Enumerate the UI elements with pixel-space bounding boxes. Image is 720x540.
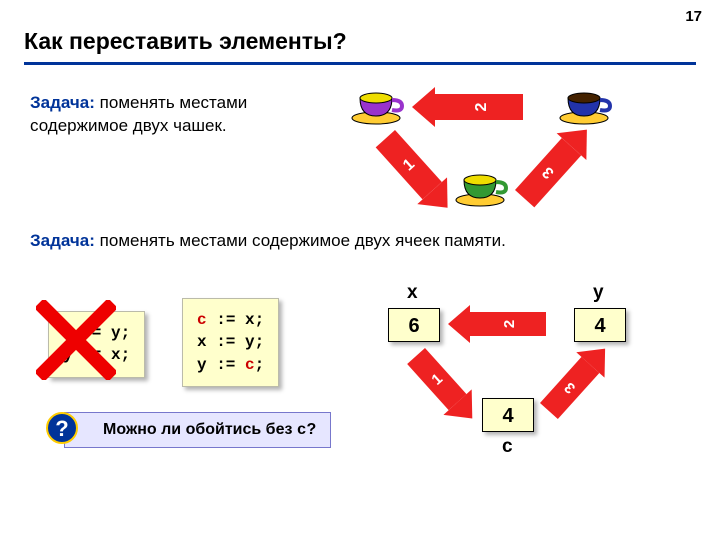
task1-label: Задача: [30,93,95,112]
page-title: Как переставить элементы? [24,28,347,55]
cup-arrows: 2 1 3 [340,80,630,220]
title-underline [24,62,696,65]
task2-label: Задача: [30,231,95,250]
question-box: Можно ли обойтись без c? [64,412,331,448]
cell-arrows: 2 1 3 [380,300,650,440]
task2-body: поменять местами содержимое двух ячеек п… [100,231,506,250]
task2-text: Задача: поменять местами содержимое двух… [30,230,590,253]
code-correct-l1: c := x; [197,309,264,331]
question-mark-icon: ? [46,412,78,444]
svg-text:2: 2 [473,102,490,111]
code-correct-l3: y := c; [197,354,264,376]
question-pre: Можно ли обойтись без [103,421,297,438]
page-number: 17 [685,8,702,25]
code-wrong-l2: y := x; [63,344,130,366]
code-wrong: x := y; y := x; [48,311,145,378]
question-post: ? [306,421,316,438]
svg-text:2: 2 [501,320,518,328]
code-correct-l2: x := y; [197,331,264,353]
code-correct: c := x; x := y; y := c; [182,298,279,387]
code-wrong-l1: x := y; [63,322,130,344]
task1-text: Задача: поменять местами содержимое двух… [30,92,290,138]
